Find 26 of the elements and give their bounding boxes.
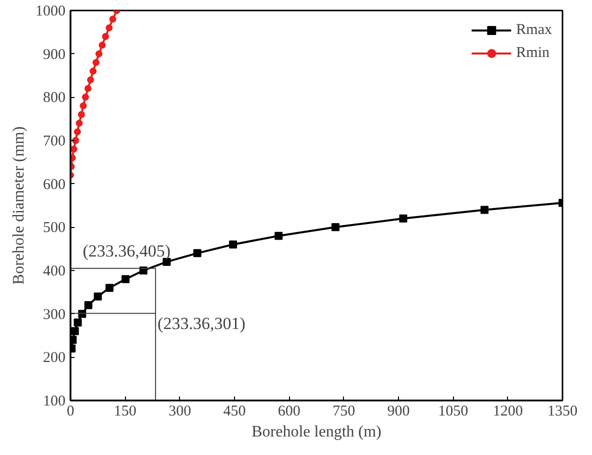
y-tick-label: 1000 <box>36 4 66 20</box>
x-tick-label: 1200 <box>492 404 523 420</box>
legend-label: Rmax <box>516 22 552 38</box>
y-tick-label: 300 <box>43 306 66 323</box>
y-tick-label: 100 <box>43 394 66 410</box>
legend-label: Rmin <box>516 44 550 62</box>
annotation: (233.36,405) <box>82 241 171 260</box>
x-tick-label: 0 <box>66 404 74 420</box>
y-axis-title: Borehole diameter (mm) <box>10 126 28 285</box>
x-tick-label: 150 <box>114 404 136 420</box>
y-tick-label: 200 <box>43 350 66 366</box>
x-tick-label: 1350 <box>548 404 578 420</box>
x-tick-label: 750 <box>332 404 356 420</box>
y-tick-label: 900 <box>43 46 66 63</box>
y-tick-label: 700 <box>43 134 66 150</box>
x-tick-label: 1050 <box>438 404 468 420</box>
x-tick-label: 450 <box>223 404 246 420</box>
annotation: (233.36,301) <box>158 314 246 333</box>
y-tick-label: 400 <box>43 264 66 280</box>
x-tick-label: 900 <box>387 404 410 420</box>
x-axis-title: Borehole length (m) <box>252 424 382 440</box>
x-tick-label: 300 <box>168 404 192 420</box>
y-tick-label: 500 <box>43 220 66 236</box>
x-tick-label: 600 <box>278 404 300 420</box>
y-tick-label: 800 <box>43 90 66 106</box>
y-tick-label: 600 <box>43 176 66 193</box>
